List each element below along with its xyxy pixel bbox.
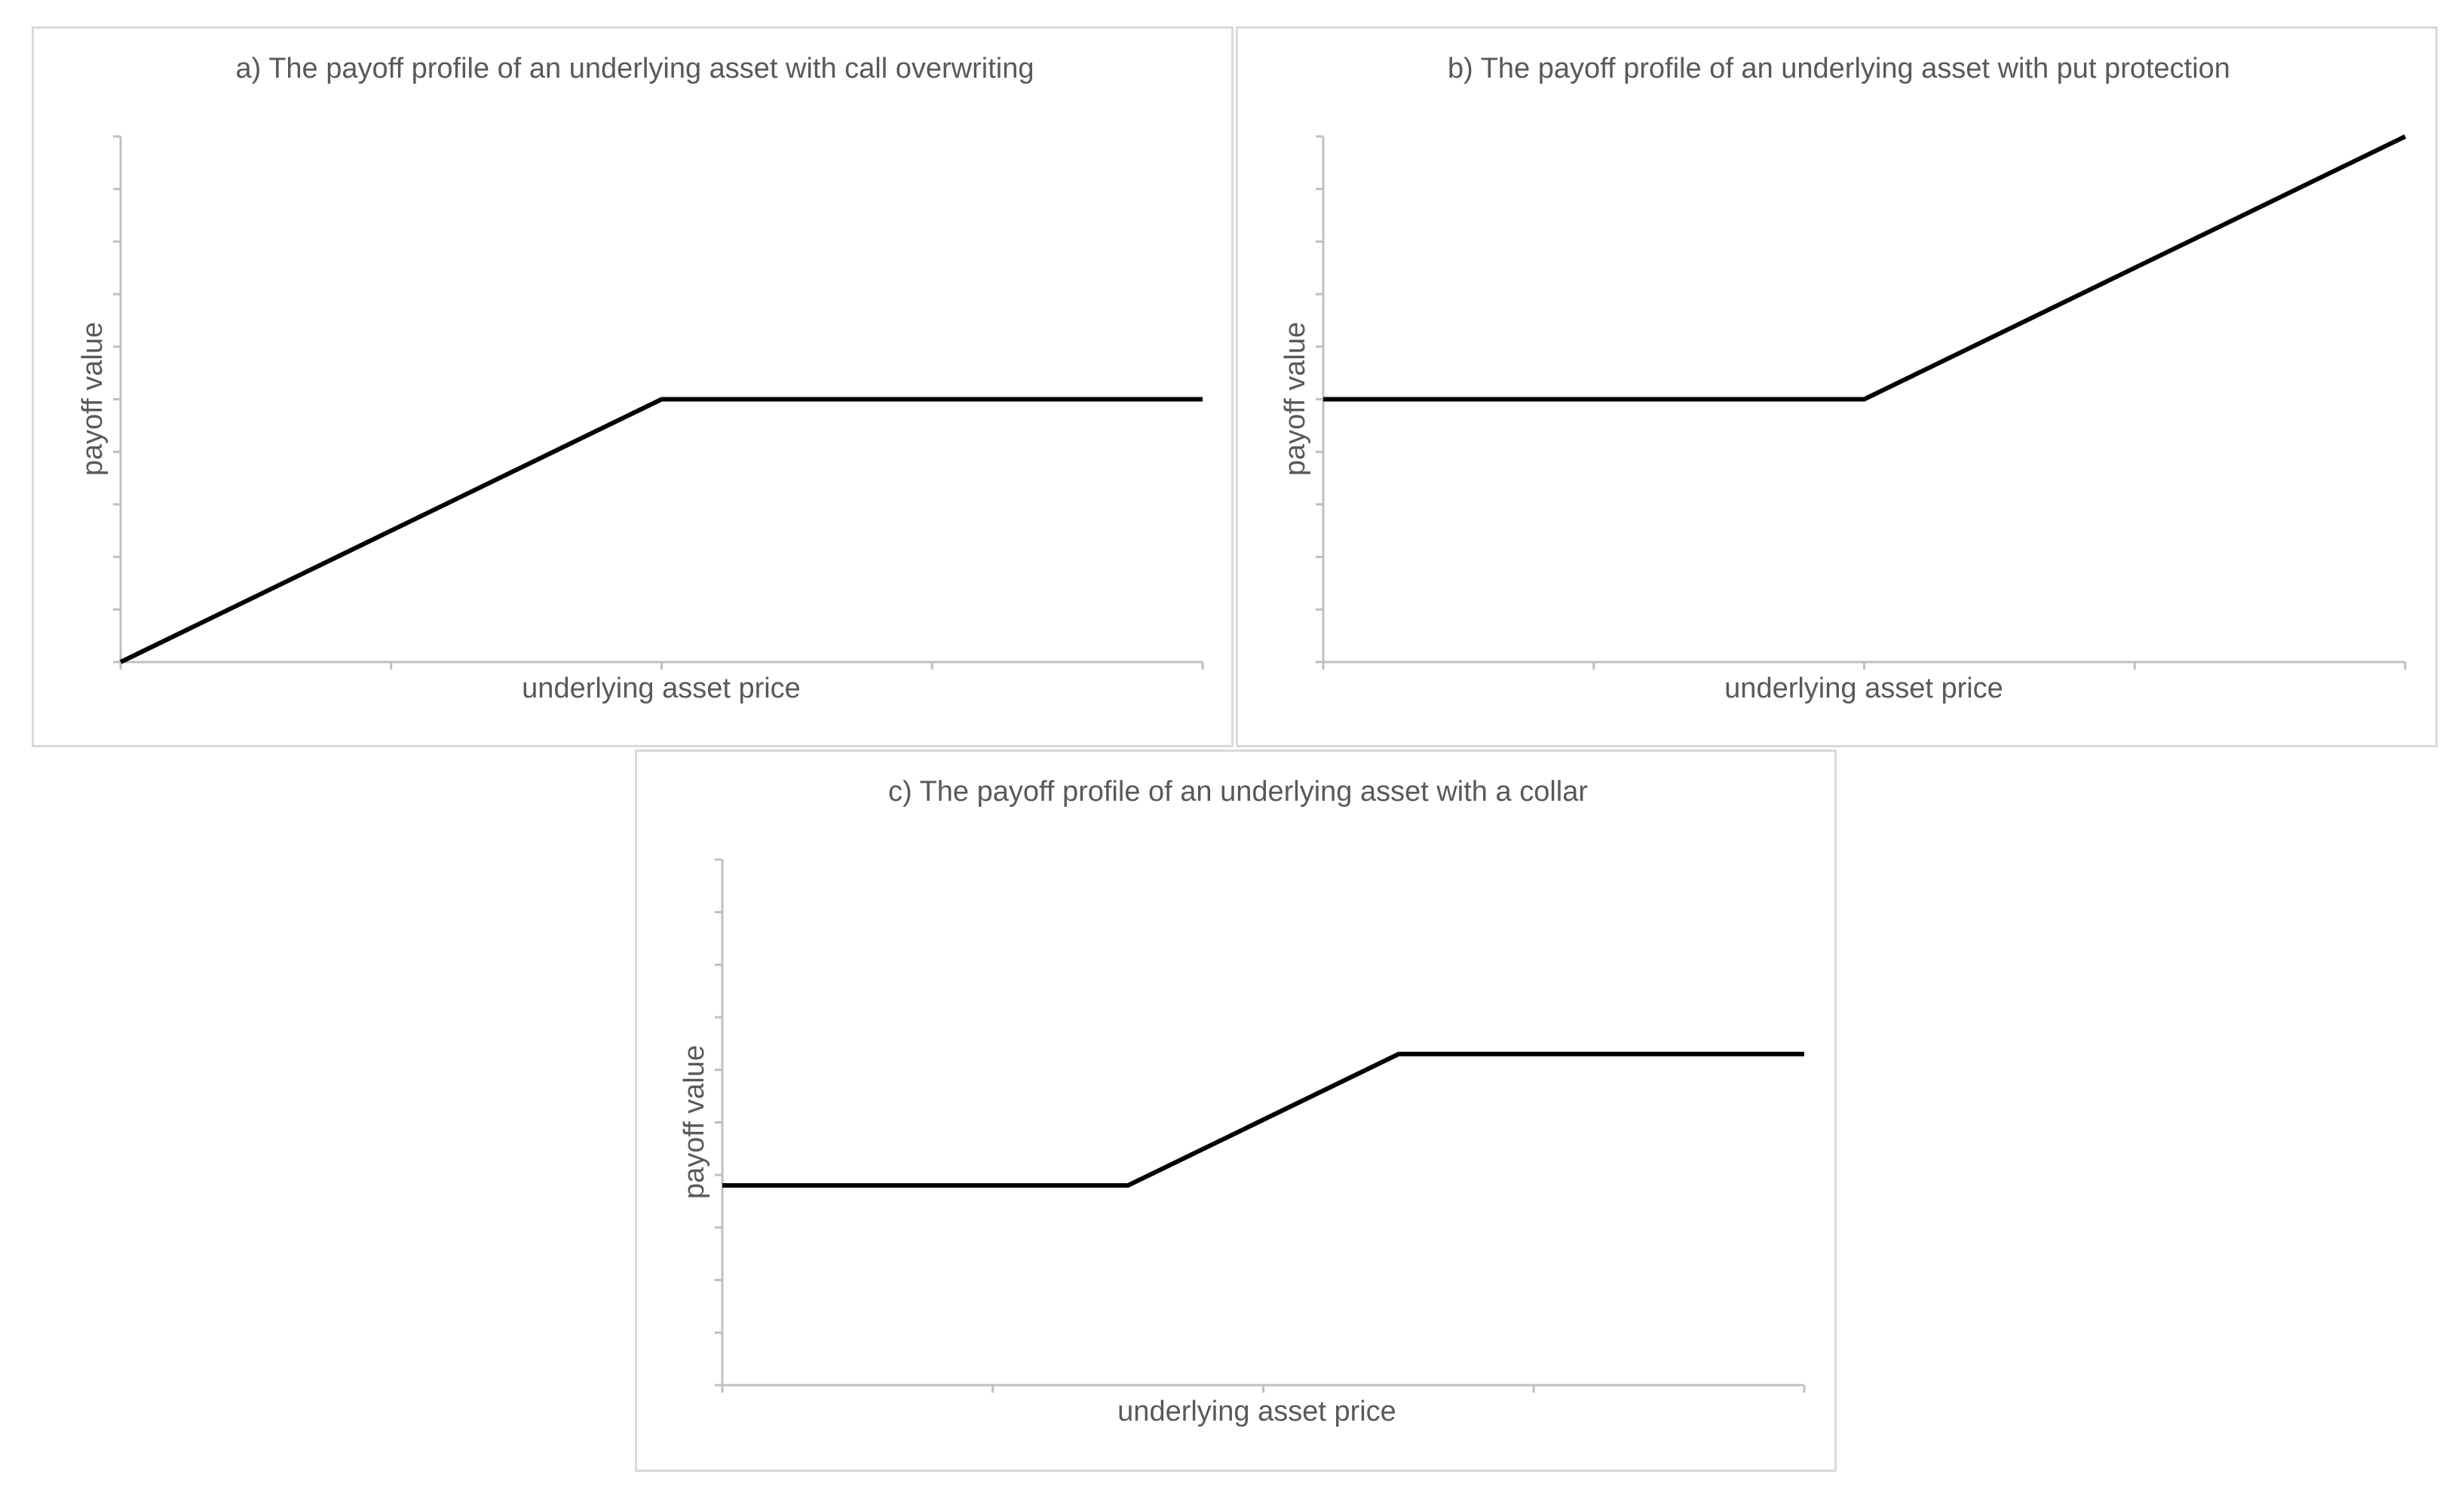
chart-c-y-axis-label: payoff value — [679, 1045, 710, 1199]
chart-a-title: a) The payoff profile of an underlying a… — [236, 53, 1034, 84]
chart-c-x-axis-label: underlying asset price — [1117, 1396, 1396, 1427]
chart-a-svg: a) The payoff profile of an underlying a… — [77, 53, 1204, 704]
chart-panel-b: b) The payoff profile of an underlying a… — [1236, 26, 2438, 747]
chart-a-payoff-line — [119, 397, 1203, 664]
chart-c-svg: c) The payoff profile of an underlying a… — [679, 776, 1806, 1427]
chart-c-title: c) The payoff profile of an underlying a… — [888, 776, 1588, 808]
chart-c-payoff-line — [722, 1051, 1804, 1188]
chart-b-svg: b) The payoff profile of an underlying a… — [1280, 53, 2407, 704]
chart-b-title: b) The payoff profile of an underlying a… — [1448, 53, 2230, 84]
chart-a-x-axis-label: underlying asset price — [522, 673, 801, 704]
chart-panel-c: c) The payoff profile of an underlying a… — [635, 750, 1837, 1472]
chart-b-payoff-line — [1323, 134, 2407, 402]
chart-panel-a: a) The payoff profile of an underlying a… — [32, 26, 1234, 747]
chart-b-y-axis-label: payoff value — [1280, 322, 1311, 476]
chart-b-x-axis-label: underlying asset price — [1724, 673, 2003, 704]
chart-a-y-axis-label: payoff value — [77, 322, 109, 476]
